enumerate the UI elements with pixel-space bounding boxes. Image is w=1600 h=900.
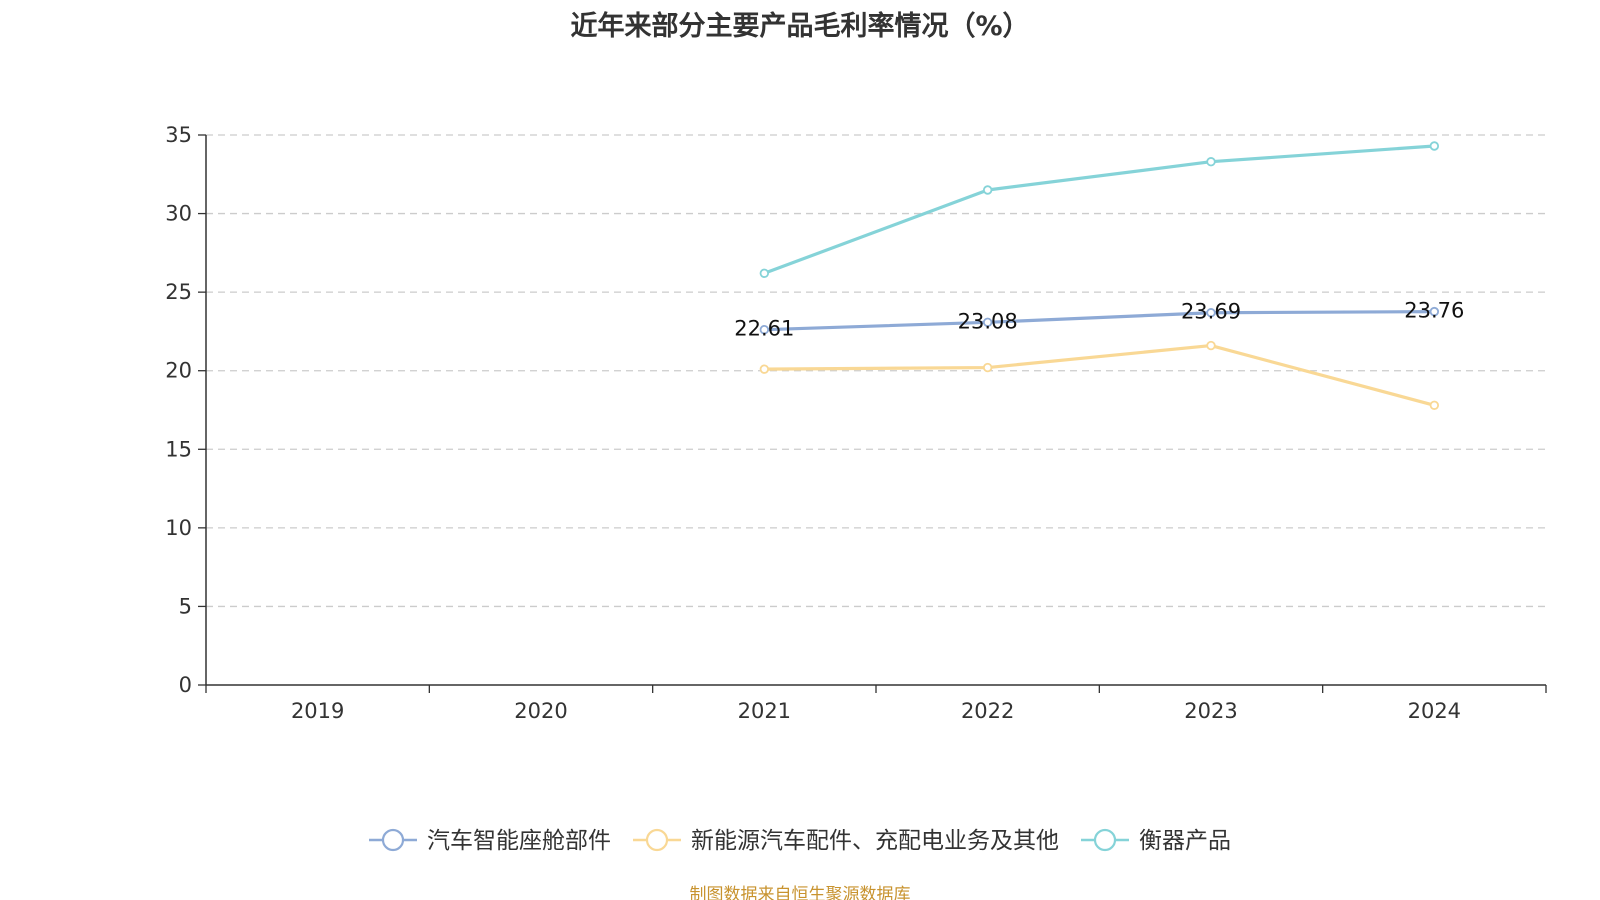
y-tick-label: 15 [165, 437, 192, 461]
y-tick-label: 0 [179, 673, 192, 697]
data-point [1429, 400, 1440, 410]
data-point [1429, 306, 1440, 317]
series-lines [759, 141, 1440, 410]
data-point [982, 362, 993, 373]
data-label: 22.61 [734, 317, 794, 341]
data-point [1429, 141, 1440, 151]
legend-item[interactable]: 汽车智能座舱部件 [369, 828, 611, 854]
data-point [759, 364, 770, 374]
x-tick-label: 2020 [514, 699, 567, 723]
series-line [763, 144, 1435, 275]
data-labels: 22.61 23.08 23.69 23.76 [734, 299, 1464, 341]
data-point [1206, 340, 1216, 351]
legend-item[interactable]: 新能源汽车配件、充配电业务及其他 [633, 828, 1059, 854]
y-tick-label: 20 [165, 359, 192, 383]
legend-circle-icon [1093, 828, 1117, 852]
data-point [982, 317, 993, 328]
data-label: 23.76 [1404, 299, 1464, 323]
data-label: 23.08 [958, 309, 1018, 333]
grid-lines [206, 134, 1546, 608]
axes: 0 5 10 15 20 25 30 35 2019 2020 2021 2022 2023 2024 [165, 123, 1547, 723]
legend-label: 汽车智能座舱部件 [427, 828, 611, 854]
y-tick-label: 5 [179, 594, 192, 618]
legend-circle-icon [381, 828, 405, 852]
y-tick-label: 10 [165, 516, 192, 540]
y-tick-label: 25 [165, 280, 192, 304]
data-point [1206, 157, 1216, 167]
legend-item[interactable]: 衡器产品 [1081, 828, 1231, 854]
data-point [1206, 308, 1216, 318]
x-tick-label: 2019 [291, 699, 344, 723]
legend-label: 衡器产品 [1139, 828, 1231, 854]
legend[interactable]: 汽车智能座舱部件 新能源汽车配件、充配电业务及其他 衡器产品 [369, 828, 1231, 854]
y-tick-label: 35 [165, 123, 192, 147]
x-tick-label: 2023 [1184, 699, 1237, 723]
series-line [764, 343, 1435, 407]
source-note: 制图数据来自恒生聚源数据库 [689, 885, 911, 900]
y-tick-label: 30 [165, 202, 192, 226]
series-line [764, 310, 1435, 332]
x-tick-label: 2022 [961, 699, 1014, 723]
data-point [982, 185, 993, 195]
legend-circle-icon [645, 828, 669, 852]
data-point [759, 268, 770, 278]
legend-label: 新能源汽车配件、充配电业务及其他 [691, 828, 1059, 854]
data-point [759, 325, 770, 335]
x-tick-label: 2024 [1408, 699, 1461, 723]
data-label: 23.69 [1181, 300, 1241, 324]
x-tick-label: 2021 [738, 699, 791, 723]
chart-title: 近年来部分主要产品毛利率情况（%） [570, 11, 1030, 42]
